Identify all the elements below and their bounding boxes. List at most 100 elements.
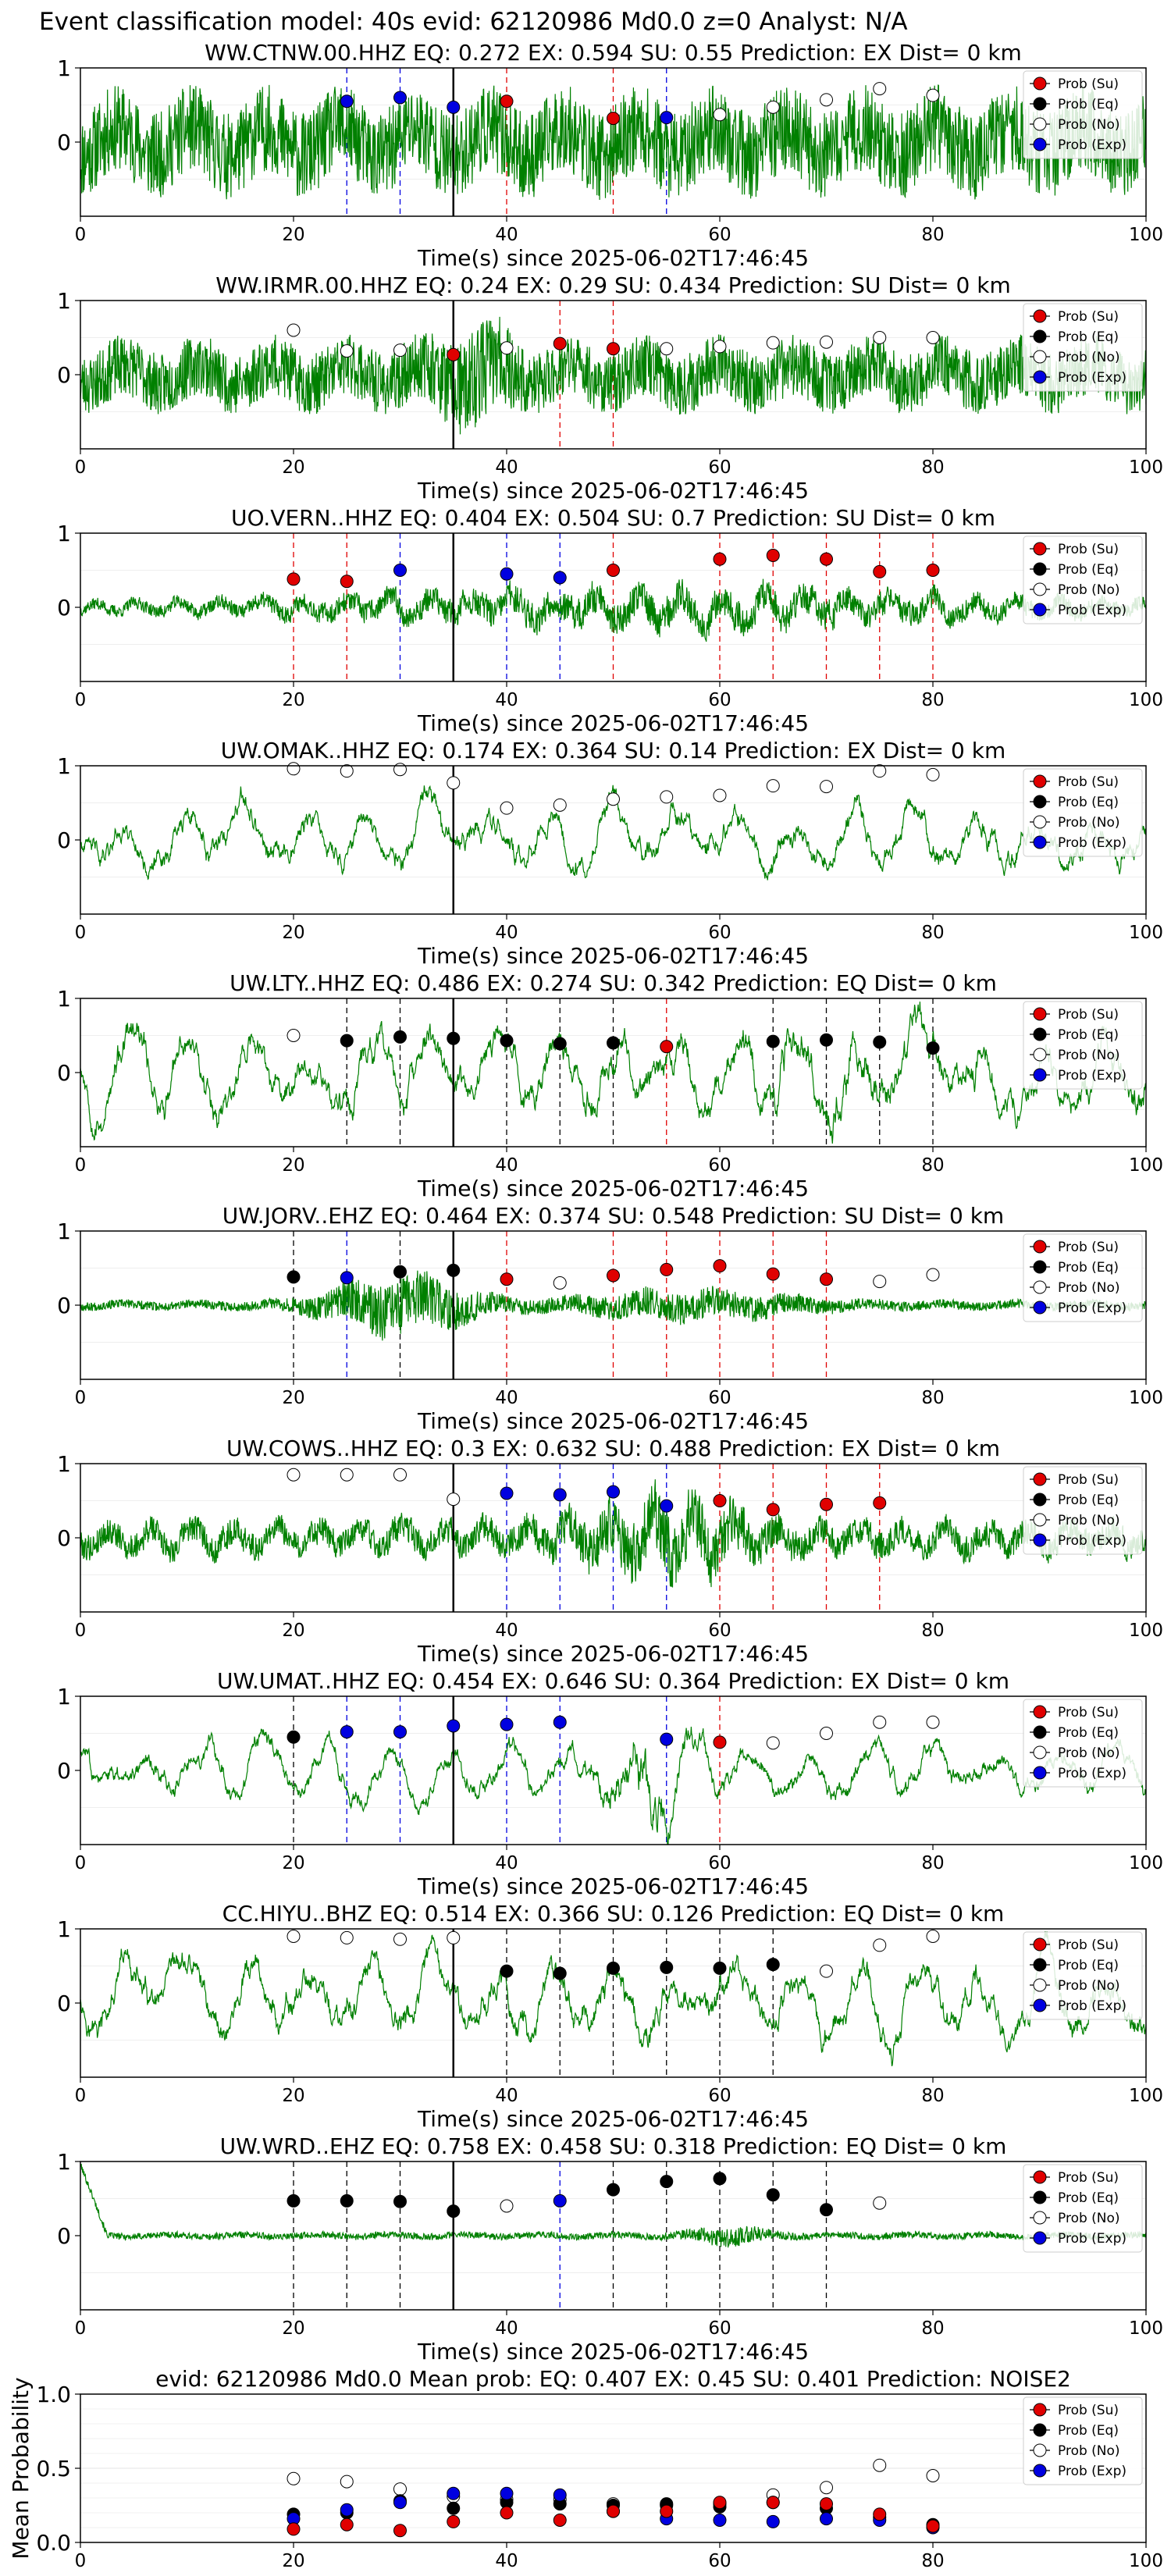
panel-title: WW.IRMR.00.HHZ EQ: 0.24 EX: 0.29 SU: 0.4… bbox=[215, 272, 1011, 298]
legend-label-exp: Prob (Exp) bbox=[1058, 1766, 1127, 1781]
prob-point-eq bbox=[713, 2172, 727, 2186]
prob-point-su bbox=[820, 1497, 833, 1511]
station-panel-9: CC.HIYU..BHZ EQ: 0.514 EX: 0.366 SU: 0.1… bbox=[57, 1901, 1163, 2132]
legend-marker-exp bbox=[1033, 137, 1047, 151]
station-panel-3: UO.VERN..HHZ EQ: 0.404 EX: 0.504 SU: 0.7… bbox=[57, 505, 1163, 736]
x-tick-label: 20 bbox=[282, 1155, 304, 1176]
prob-point-no bbox=[713, 340, 727, 354]
prob-point-no bbox=[393, 763, 407, 777]
mean-point-su bbox=[873, 2507, 887, 2521]
prob-point-su bbox=[607, 1268, 620, 1283]
legend-box bbox=[1023, 1001, 1143, 1090]
legend-marker-exp bbox=[1033, 1068, 1047, 1082]
waveform-trace bbox=[80, 1270, 1146, 1341]
x-tick-label: 40 bbox=[495, 225, 518, 245]
legend-marker-su bbox=[1033, 2170, 1047, 2184]
legend-marker-exp bbox=[1033, 1300, 1047, 1315]
legend-marker-eq bbox=[1033, 2190, 1047, 2204]
x-tick-label: 60 bbox=[708, 923, 731, 943]
x-tick-label: 60 bbox=[708, 2086, 731, 2106]
prob-point-su bbox=[340, 575, 354, 589]
x-tick-label: 20 bbox=[282, 1853, 304, 1873]
prob-point-no bbox=[873, 1715, 887, 1729]
station-panel-1: WW.CTNW.00.HHZ EQ: 0.272 EX: 0.594 SU: 0… bbox=[57, 40, 1163, 271]
prob-point-su bbox=[766, 549, 780, 562]
x-tick-label: 60 bbox=[708, 1155, 731, 1176]
legend-label-exp: Prob (Exp) bbox=[1058, 1998, 1127, 2014]
mean-point-no bbox=[340, 2475, 354, 2489]
legend-marker-eq bbox=[1033, 2423, 1047, 2437]
prob-point-su bbox=[766, 1267, 780, 1281]
legend-marker-no bbox=[1033, 582, 1047, 596]
prob-point-exp bbox=[340, 1271, 354, 1285]
x-tick-label: 0 bbox=[75, 1621, 87, 1641]
prob-point-no bbox=[660, 342, 674, 356]
prob-point-no bbox=[340, 1468, 354, 1482]
prob-point-su bbox=[713, 1494, 727, 1507]
legend-marker-no bbox=[1033, 1745, 1047, 1759]
x-tick-label: 80 bbox=[921, 690, 944, 710]
mean-point-su bbox=[660, 2504, 674, 2518]
waveform-trace bbox=[80, 2163, 1146, 2248]
mean-point-exp bbox=[713, 2514, 727, 2527]
mean-point-no bbox=[393, 2482, 407, 2496]
x-tick-label: 100 bbox=[1129, 225, 1163, 245]
y-tick-label: 0 bbox=[57, 2223, 71, 2249]
prob-point-no bbox=[926, 767, 940, 781]
y-tick-label: 0.5 bbox=[36, 2456, 71, 2482]
legend-marker-su bbox=[1033, 1007, 1047, 1021]
mean-point-no bbox=[873, 2458, 887, 2472]
legend-label-eq: Prob (Eq) bbox=[1058, 2423, 1119, 2439]
x-tick-label: 100 bbox=[1129, 1388, 1163, 1408]
x-tick-label: 40 bbox=[495, 2551, 518, 2571]
y-tick-label: 1 bbox=[57, 55, 71, 81]
panel-title: UW.JORV..EHZ EQ: 0.464 EX: 0.374 SU: 0.5… bbox=[222, 1203, 1004, 1229]
waveform-trace bbox=[80, 578, 1146, 642]
legend-marker-eq bbox=[1033, 1027, 1047, 1041]
legend-label-su: Prob (Su) bbox=[1058, 2170, 1119, 2186]
y-tick-label: 0 bbox=[57, 362, 71, 388]
mean-point-su bbox=[500, 2506, 514, 2520]
prob-point-eq bbox=[287, 1270, 301, 1284]
x-tick-label: 100 bbox=[1129, 2318, 1163, 2339]
prob-point-eq bbox=[447, 1263, 461, 1277]
y-tick-label: 1 bbox=[57, 288, 71, 314]
prob-point-eq bbox=[607, 1961, 620, 1975]
x-tick-label: 100 bbox=[1129, 2086, 1163, 2106]
prob-point-no bbox=[340, 764, 354, 778]
x-axis-label: Time(s) since 2025-06-02T17:46:45 bbox=[417, 2106, 809, 2132]
x-tick-label: 40 bbox=[495, 1853, 518, 1873]
prob-point-exp bbox=[393, 1725, 407, 1739]
x-tick-label: 40 bbox=[495, 1388, 518, 1408]
legend-label-eq: Prob (Eq) bbox=[1058, 562, 1119, 578]
panel-title: UW.COWS..HHZ EQ: 0.3 EX: 0.632 SU: 0.488… bbox=[226, 1436, 1000, 1461]
prob-point-no bbox=[287, 1029, 301, 1042]
mean-point-exp bbox=[447, 2486, 461, 2500]
legend-box bbox=[1023, 768, 1143, 857]
y-axis-label: Mean Probability bbox=[8, 2377, 34, 2559]
prob-point-no bbox=[820, 780, 833, 794]
x-tick-label: 100 bbox=[1129, 923, 1163, 943]
prob-point-no bbox=[287, 1930, 301, 1943]
legend-marker-su bbox=[1033, 1705, 1047, 1719]
x-tick-label: 0 bbox=[75, 923, 87, 943]
prob-point-exp bbox=[553, 1488, 567, 1502]
prob-point-su bbox=[500, 94, 514, 109]
prob-point-no bbox=[873, 764, 887, 778]
legend-marker-exp bbox=[1033, 1998, 1047, 2012]
x-tick-label: 80 bbox=[921, 923, 944, 943]
x-tick-label: 80 bbox=[921, 1853, 944, 1873]
y-tick-label: 0 bbox=[57, 1293, 71, 1318]
legend-marker-su bbox=[1033, 2403, 1047, 2417]
x-axis-label: Time(s) since 2025-06-02T17:46:45 bbox=[417, 245, 809, 271]
legend-label-su: Prob (Su) bbox=[1058, 1705, 1119, 1720]
mean-point-exp bbox=[393, 2496, 407, 2510]
x-tick-label: 100 bbox=[1129, 1621, 1163, 1641]
prob-point-exp bbox=[500, 1486, 514, 1500]
legend-label-su: Prob (Su) bbox=[1058, 2403, 1119, 2418]
x-tick-label: 0 bbox=[75, 1155, 87, 1176]
prob-point-exp bbox=[393, 564, 407, 577]
legend-label-no: Prob (No) bbox=[1058, 1513, 1120, 1528]
prob-point-no bbox=[926, 331, 940, 344]
mean-point-su bbox=[553, 2514, 567, 2527]
